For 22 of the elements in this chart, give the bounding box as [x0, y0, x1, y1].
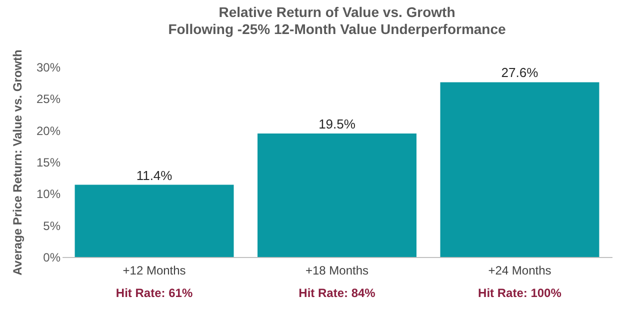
- chart-title: Relative Return of Value vs. Growth: [218, 4, 456, 20]
- bar: [258, 134, 416, 257]
- y-tick-label: 20%: [36, 124, 61, 138]
- y-tick-label: 25%: [36, 92, 61, 106]
- bar: [74, 184, 234, 257]
- chart-subtitle: Following -25% 12-Month Value Underperformance: [168, 21, 506, 38]
- x-tick-label: +24 Months: [488, 264, 552, 278]
- text: Hit Rate: 84%: [298, 286, 376, 300]
- data-label: 11.4%: [136, 168, 173, 183]
- text: Hit Rate: 100%: [478, 286, 562, 300]
- y-axis-title: Average Price Return: Value vs. Growth: [10, 50, 24, 276]
- x-tick-label: +12 Months: [122, 264, 186, 278]
- data-label: 27.6%: [501, 65, 539, 80]
- y-tick-label: 15%: [36, 156, 61, 170]
- x-tick-label: +18 Months: [305, 264, 369, 278]
- bar: [440, 82, 600, 257]
- text: Hit Rate: 61%: [116, 286, 193, 300]
- y-tick-label: 5%: [43, 218, 61, 233]
- y-tick-label: 10%: [36, 187, 61, 202]
- y-tick-label: 30%: [36, 60, 61, 74]
- data-label: 19.5%: [318, 116, 356, 132]
- y-tick-label: 0%: [43, 250, 61, 264]
